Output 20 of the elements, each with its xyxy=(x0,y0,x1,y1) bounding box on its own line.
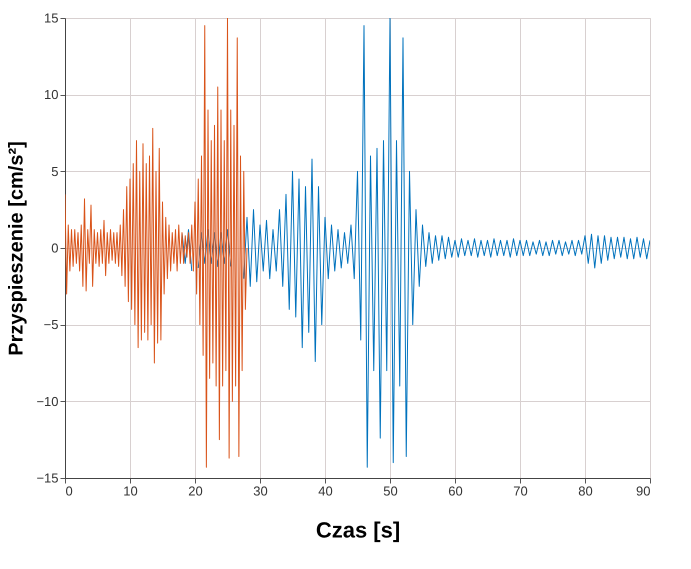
x-tick-label: 40 xyxy=(318,484,333,498)
x-tick-label: 30 xyxy=(253,484,268,498)
x-tick-label: 10 xyxy=(123,484,138,498)
line-series xyxy=(65,18,248,468)
y-tick-label: 10 xyxy=(44,87,58,102)
y-tick-label: −10 xyxy=(36,394,58,409)
y-axis-title: Przyspieszenie [cm/s²] xyxy=(5,141,28,356)
x-tick-label: 50 xyxy=(383,484,398,498)
x-tick-label: 70 xyxy=(513,484,528,498)
x-tick-label: 20 xyxy=(188,484,203,498)
x-tick-label: 80 xyxy=(578,484,593,498)
y-tick-label: 5 xyxy=(51,164,58,179)
y-tick-label: −5 xyxy=(44,317,58,332)
x-tick-label: 60 xyxy=(448,484,463,498)
y-tick-label: 0 xyxy=(51,240,58,256)
y-tick-label: −15 xyxy=(36,470,58,486)
x-axis-title: Czas [s] xyxy=(316,518,400,542)
x-tick-label: 0 xyxy=(66,484,73,498)
x-tick-label: 90 xyxy=(636,484,650,498)
y-tick-label: 15 xyxy=(44,10,58,26)
